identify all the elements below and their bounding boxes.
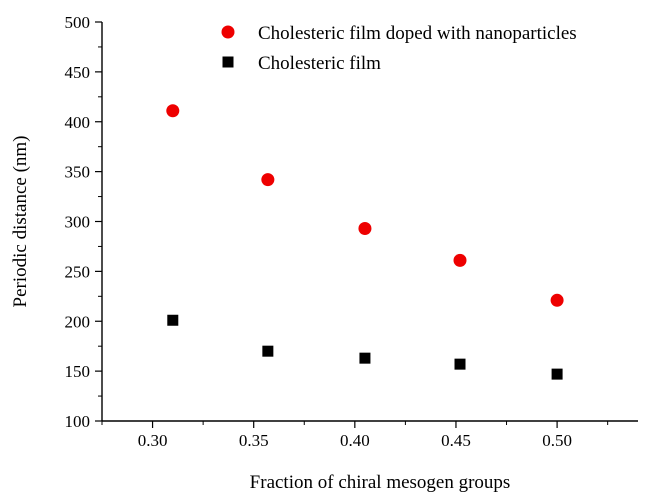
y-axis-ticks: 100 150 200 250 300 350 400 450 500: [65, 13, 102, 431]
data-point-film: [454, 358, 466, 370]
y-tick-label: 500: [65, 13, 91, 32]
legend-marker-film: [222, 56, 234, 68]
data-point-film: [167, 314, 179, 326]
data-point-doped: [166, 104, 180, 118]
data-point-doped: [453, 253, 467, 267]
data-point-film: [262, 345, 274, 357]
legend-marker-doped: [221, 25, 235, 39]
y-tick-label: 350: [65, 163, 91, 182]
x-tick-label: 0.45: [441, 431, 471, 450]
y-tick-label: 150: [65, 362, 91, 381]
legend-label: Cholesteric film: [258, 53, 381, 74]
x-tick-label: 0.35: [239, 431, 269, 450]
x-tick-label: 0.50: [542, 431, 572, 450]
data-point-doped: [550, 293, 564, 307]
legend-label: Cholesteric film doped with nanoparticle…: [258, 23, 577, 44]
y-tick-label: 300: [65, 213, 91, 232]
x-axis-title: Fraction of chiral mesogen groups: [250, 472, 511, 493]
y-tick-label: 400: [65, 113, 91, 132]
y-tick-label: 200: [65, 312, 91, 331]
x-axis-ticks: 0.30 0.35 0.40 0.45 0.50: [101, 421, 609, 450]
y-tick-label: 250: [65, 262, 91, 281]
data-point-doped: [358, 221, 372, 235]
data-point-film: [551, 368, 563, 380]
y-tick-label: 450: [65, 63, 91, 82]
data-points: [166, 104, 564, 380]
x-tick-label: 0.40: [340, 431, 370, 450]
x-tick-label: 0.30: [138, 431, 168, 450]
y-axis-title: Periodic distance (nm): [10, 135, 31, 307]
legend: Cholesteric film doped with nanoparticle…: [221, 23, 577, 74]
y-tick-label: 100: [65, 412, 91, 431]
data-point-doped: [261, 173, 275, 187]
data-point-film: [359, 352, 371, 364]
